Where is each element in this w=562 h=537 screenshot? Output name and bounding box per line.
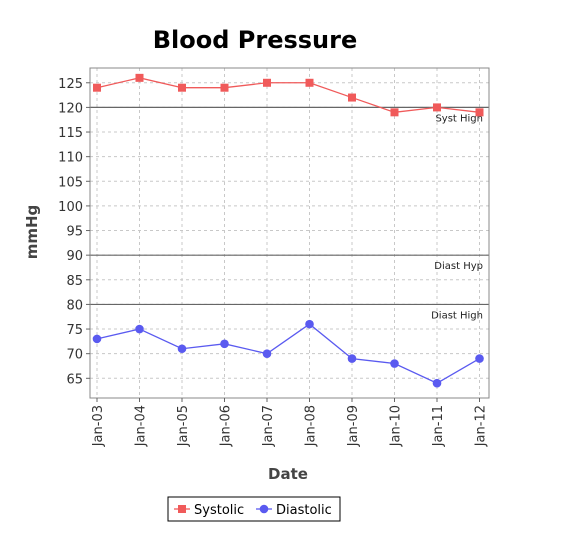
legend-marker-systolic — [178, 505, 186, 513]
y-tick-label: 80 — [66, 298, 83, 313]
x-tick-label: Jan-09 — [346, 405, 361, 447]
y-tick-label: 125 — [58, 77, 83, 92]
y-tick-label: 90 — [66, 249, 83, 264]
chart-title: Blood Pressure — [153, 26, 358, 54]
data-point-diastolic — [432, 378, 442, 388]
y-tick-label: 95 — [66, 225, 83, 240]
x-tick-label: Jan-10 — [389, 405, 404, 447]
data-point-systolic — [135, 73, 144, 82]
data-point-systolic — [93, 83, 101, 92]
x-tick-label: Jan-03 — [91, 405, 106, 447]
x-tick-label: Jan-11 — [431, 405, 446, 447]
y-tick-label: 70 — [66, 348, 83, 363]
data-point-systolic — [263, 78, 271, 87]
x-tick-label: Jan-08 — [304, 405, 319, 447]
x-axis: Jan-03 Jan-04 Jan-05 Jan-06 Jan-07 Jan-08 Jan-… — [91, 398, 489, 447]
legend-box — [167, 496, 341, 522]
data-point-systolic — [433, 103, 441, 112]
legend-label-diastolic: Diastolic — [276, 503, 332, 518]
y-tick-label: 110 — [58, 151, 83, 166]
y-tick-label: 100 — [58, 200, 83, 215]
threshold-label: Diast High — [431, 310, 483, 321]
plot-area — [90, 68, 489, 398]
data-point-systolic — [348, 93, 356, 102]
legend-label-systolic: Systolic — [194, 503, 244, 518]
y-tick-label: 115 — [58, 126, 83, 141]
y-tick-label: 65 — [66, 372, 83, 387]
x-tick-label: Jan-04 — [134, 405, 149, 447]
x-tick-label: Jan-12 — [474, 405, 489, 447]
series-line-systolic — [96, 77, 480, 113]
threshold-label: Syst High — [435, 113, 483, 124]
threshold-label: Diast Hyp — [434, 261, 483, 272]
data-point-diastolic — [177, 344, 187, 354]
y-tick-label: 75 — [66, 323, 83, 338]
data-point-diastolic — [92, 334, 102, 344]
y-tick-label: 105 — [58, 175, 83, 190]
threshold-lines: Syst High Diast Hyp Diast High — [90, 106, 489, 321]
data-point-systolic — [475, 108, 484, 117]
legend-marker-diastolic — [259, 504, 269, 514]
data-point-diastolic — [305, 319, 314, 329]
x-tick-label: Jan-07 — [261, 405, 276, 447]
data-point-diastolic — [262, 349, 272, 358]
data-point-diastolic — [475, 354, 484, 363]
data-point-diastolic — [135, 324, 144, 334]
data-point-systolic — [220, 83, 229, 92]
data-point-systolic — [390, 108, 399, 117]
y-axis: 65 70 75 80 85 90 95 100 105 110 115 120 125 — [58, 77, 90, 387]
series-group — [92, 73, 484, 388]
x-axis-label: Date — [268, 465, 308, 483]
plot-border — [89, 67, 490, 399]
data-point-diastolic — [220, 339, 229, 349]
data-point-diastolic — [347, 354, 357, 363]
y-axis-label: mmHg — [23, 205, 41, 260]
y-tick-label: 85 — [66, 274, 83, 289]
series-line-diastolic — [96, 323, 480, 384]
data-point-systolic — [305, 78, 314, 87]
data-point-systolic — [178, 83, 186, 92]
x-tick-label: Jan-05 — [176, 405, 191, 447]
x-tick-label: Jan-06 — [219, 405, 234, 447]
y-tick-label: 120 — [58, 101, 83, 116]
data-point-diastolic — [390, 359, 399, 368]
legend: Systolic Diastolic — [167, 496, 341, 522]
